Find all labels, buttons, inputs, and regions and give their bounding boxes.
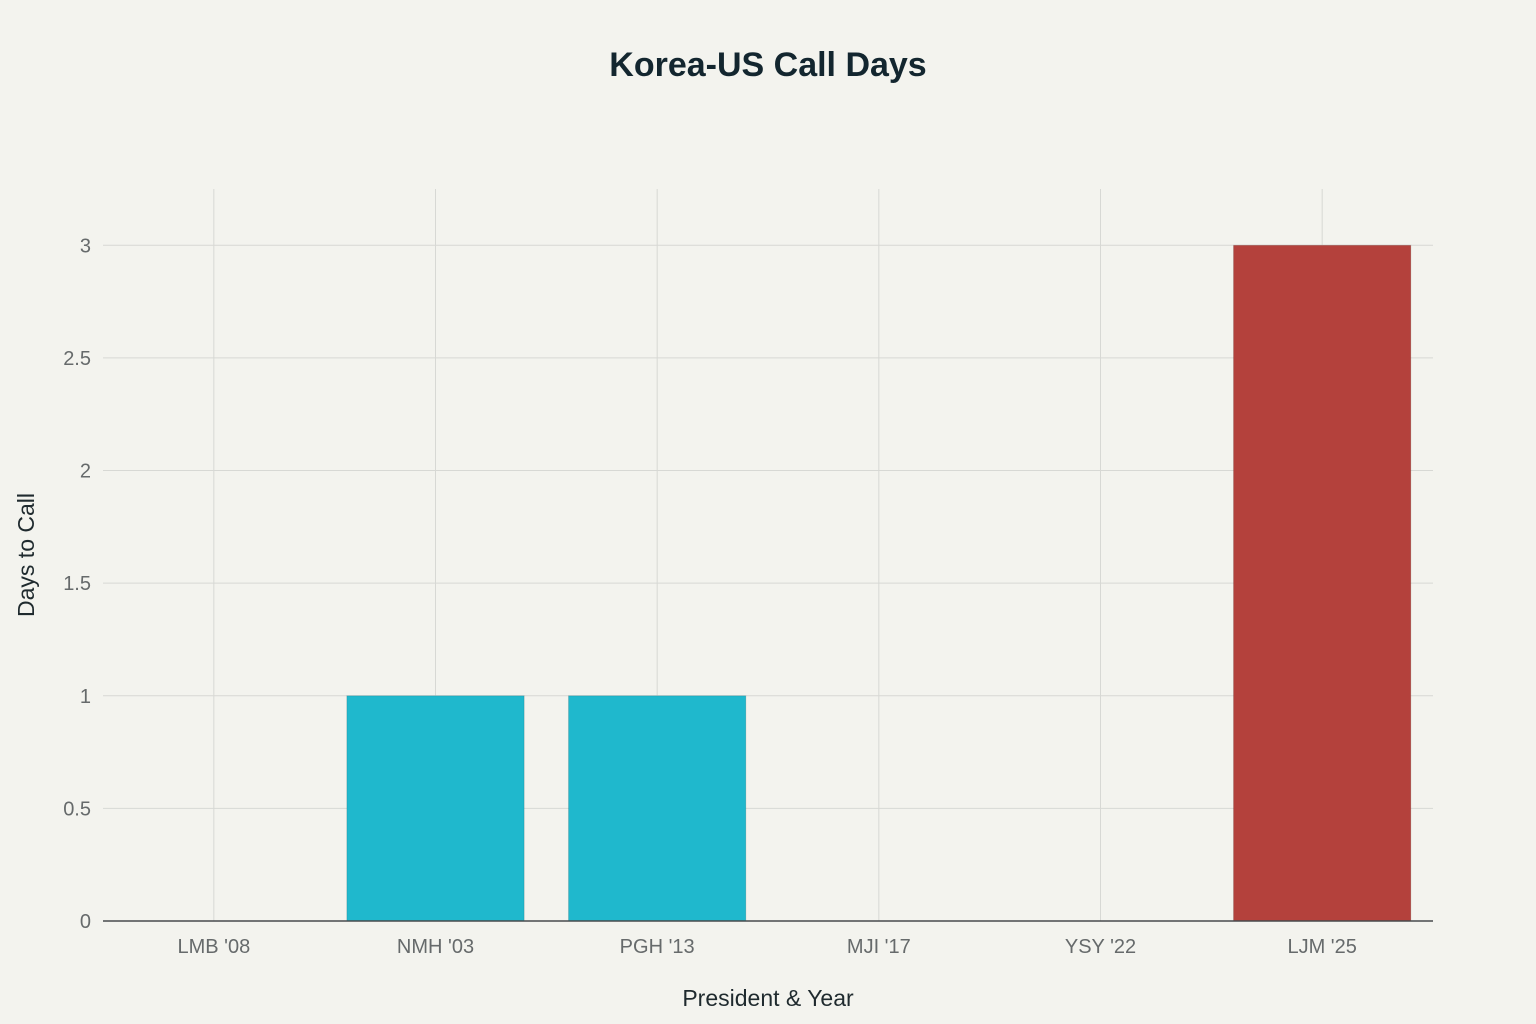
- y-tick-label: 0: [80, 911, 91, 933]
- x-tick-label: YSY '22: [1065, 936, 1136, 958]
- bar-2: [568, 695, 747, 922]
- bar-layer: [346, 244, 1412, 922]
- y-tick-label: 1.5: [63, 573, 91, 595]
- y-tick-label: 2: [80, 461, 91, 483]
- bar-5: [1233, 244, 1412, 922]
- y-tick-label: 3: [80, 235, 91, 257]
- y-tick-label: 2.5: [63, 348, 91, 370]
- x-tick-label: NMH '03: [397, 936, 474, 958]
- x-tick-label: MJI '17: [847, 936, 911, 958]
- bar-1: [346, 695, 525, 922]
- y-tick-label: 0.5: [63, 798, 91, 820]
- x-tick-label: LMB '08: [177, 936, 250, 958]
- y-tick-labels: 0 0.5 1 1.5 2 2.5 3: [63, 235, 91, 933]
- x-tick-label: LJM '25: [1287, 936, 1356, 958]
- x-axis-label: President & Year: [682, 985, 854, 1011]
- x-tick-label: PGH '13: [620, 936, 695, 958]
- chart-title: Korea-US Call Days: [609, 46, 926, 84]
- y-axis-label: Days to Call: [13, 493, 39, 617]
- x-tick-labels: LMB '08 NMH '03 PGH '13 MJI '17 YSY '22 LJM '…: [177, 936, 1356, 958]
- y-tick-label: 1: [80, 686, 91, 708]
